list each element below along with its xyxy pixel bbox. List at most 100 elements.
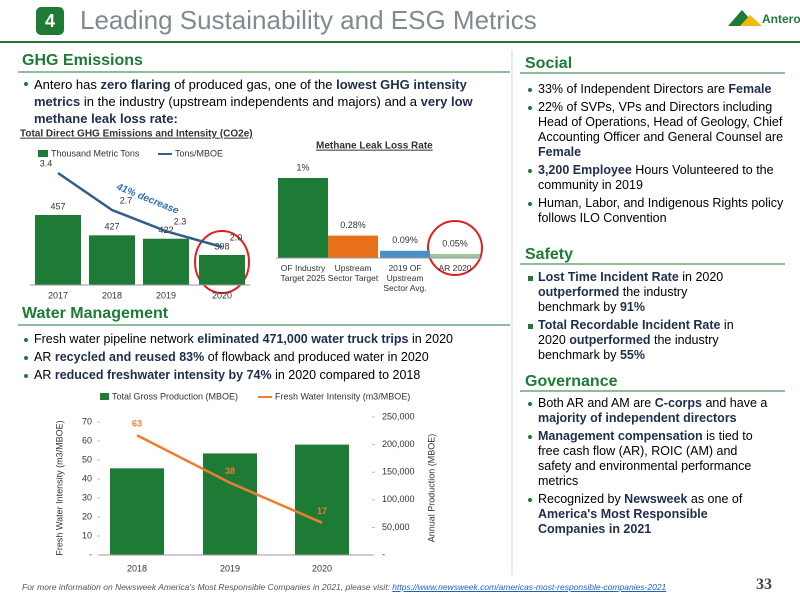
bar xyxy=(278,178,328,258)
bold-text: Female xyxy=(728,82,772,96)
text: 22% of SVPs, VPs and Directors including… xyxy=(538,100,784,144)
y-tick-label: 10 xyxy=(82,530,92,540)
text: Both AR and AM are xyxy=(538,396,655,410)
bullet-list: Antero has zero flaring of produced gas,… xyxy=(20,76,508,127)
y-tick-label: 20 xyxy=(82,511,92,521)
page-number: 33 xyxy=(756,576,772,593)
line xyxy=(57,171,223,249)
y-tick-label: 40 xyxy=(82,473,92,483)
section-title: GHG Emissions xyxy=(22,52,143,69)
highlight-circle xyxy=(427,220,483,276)
x-tick-label: OF Industry Target 2025 xyxy=(280,263,326,283)
bold-text: 91% xyxy=(619,300,646,314)
bold-text: lowest GHG intensity metrics xyxy=(34,77,467,109)
bullet-list: 33% of Independent Directors are Female 2… xyxy=(524,82,786,226)
logo-mark xyxy=(740,15,762,26)
line xyxy=(136,434,323,524)
legend-label: Total Gross Production (MBOE) xyxy=(112,391,238,401)
bullet: Fresh water pipeline network eliminated … xyxy=(24,332,508,347)
bold-text: Newsweek xyxy=(624,492,688,506)
slide-title: Leading Sustainability and ESG Metrics xyxy=(80,5,537,35)
data-label: 63 xyxy=(132,419,142,429)
bullet: AR reduced freshwater intensity by 74% i… xyxy=(24,368,508,383)
legend-label: Tons/MBOE xyxy=(175,148,223,158)
text: of flowback and produced water in 2020 xyxy=(204,350,429,364)
y2-axis-label: Annual Production (MBOE) xyxy=(426,434,436,543)
x-tick-label: 2020 xyxy=(312,563,332,573)
section-title: Social xyxy=(525,55,573,72)
bold-text: 3,200 Employee xyxy=(538,163,632,177)
bullets: 33% of Independent Directors are Female 2… xyxy=(524,82,786,229)
bar xyxy=(89,235,135,285)
bold-text: America's Most Responsible Companies in … xyxy=(538,507,708,536)
footer-link[interactable]: https://www.newsweek.com/americas-most-r… xyxy=(392,582,667,592)
legend-label: Thousand Metric Tons xyxy=(51,148,140,158)
data-label: 38 xyxy=(225,466,235,476)
bold-text: 55% xyxy=(619,348,646,362)
chart-title: Methane Leak Loss Rate xyxy=(316,141,433,152)
text: is tied to free cash flow (AR), ROIC (AM… xyxy=(538,429,753,488)
bullet: AR recycled and reused 83% of flowback a… xyxy=(24,350,508,365)
y-axis-label: Fresh Water Intensity (m3/MBOE) xyxy=(54,420,64,555)
bar xyxy=(143,238,189,285)
bullet: 22% of SVPs, VPs and Directors including… xyxy=(528,100,786,160)
bar xyxy=(203,453,257,555)
bullet: 3,200 Employee Hours Volunteered to the … xyxy=(528,163,786,193)
bold-text: Lost Time Incident Rate xyxy=(538,270,679,284)
x-tick-label: 2019 xyxy=(220,563,240,573)
bar xyxy=(35,215,81,285)
text: AR xyxy=(34,350,55,364)
bar xyxy=(295,444,349,555)
bold-text: eliminated 471,000 water truck trips xyxy=(197,332,409,346)
y-tick-label: 70 xyxy=(82,416,92,426)
x-tick-label: 2020 xyxy=(212,290,232,300)
data-label: 0.09% xyxy=(392,235,418,245)
text: as one of xyxy=(687,492,743,506)
bullet-list: Fresh water pipeline network eliminated … xyxy=(20,332,508,383)
bar xyxy=(380,250,430,258)
text: and have a xyxy=(701,396,768,410)
text: Fresh water pipeline network xyxy=(34,332,198,346)
footer: For more information on Newsweek America… xyxy=(22,582,666,592)
text: of produced gas, one of the xyxy=(170,77,337,92)
section-title: Safety xyxy=(525,246,574,263)
bullet: Antero has zero flaring of produced gas,… xyxy=(24,76,508,127)
y2-tick-label: 200,000 xyxy=(382,439,415,449)
bold-text: recycled and reused 83% xyxy=(54,350,205,364)
bar xyxy=(328,235,378,258)
data-label: 457 xyxy=(50,201,65,211)
y2-tick-label: - xyxy=(382,549,385,559)
x-tick-label: 2017 xyxy=(48,290,68,300)
bullet: Both AR and AM are C-corps and have a ma… xyxy=(528,396,774,426)
bold-text: Female xyxy=(538,145,582,159)
bold-text: reduced freshwater intensity by 74% xyxy=(54,368,272,382)
data-label: 427 xyxy=(104,222,119,232)
text: in 2020 compared to 2018 xyxy=(271,368,421,382)
x-tick-label: AR 2020 xyxy=(438,263,472,273)
section-title: Governance xyxy=(525,373,618,390)
y2-tick-label: 250,000 xyxy=(382,411,415,421)
bullet: Management compensation is tied to free … xyxy=(528,429,774,489)
logo-text: Antero xyxy=(762,12,800,26)
bullet: Total Recordable Incident Rate in 2020 o… xyxy=(528,318,744,363)
y-tick-label: - xyxy=(89,549,92,559)
bold-text: outperformed xyxy=(569,333,651,347)
text: in 2020 xyxy=(538,318,734,347)
data-label: 2.3 xyxy=(174,217,187,227)
footer-text: For more information on Newsweek America… xyxy=(22,582,393,592)
text: Antero has xyxy=(34,77,101,92)
bullet: Recognized by Newsweek as one of America… xyxy=(528,492,774,537)
data-label: 17 xyxy=(317,506,327,516)
bullet: 33% of Independent Directors are Female xyxy=(528,82,786,97)
x-tick-label: Upstream Sector Target xyxy=(327,263,379,283)
bar xyxy=(430,254,480,258)
x-tick-label: 2018 xyxy=(102,290,122,300)
bold-text: outperformed xyxy=(538,285,620,299)
bold-text: zero flaring xyxy=(100,77,171,92)
data-label: 2.7 xyxy=(120,195,133,205)
text: Recognized by xyxy=(538,492,625,506)
bar xyxy=(199,255,245,285)
text: the industry benchmark by xyxy=(538,333,719,362)
bold-text: C-corps xyxy=(654,396,702,410)
